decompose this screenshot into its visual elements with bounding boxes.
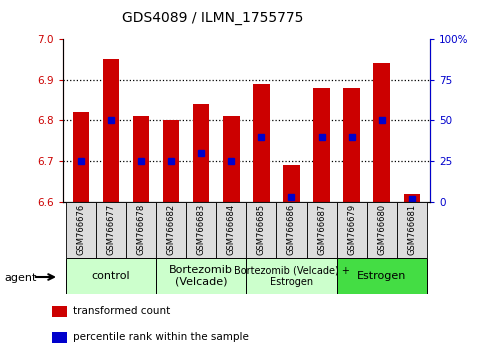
Bar [343,88,360,202]
Text: GSM766686: GSM766686 [287,204,296,255]
Bar [186,202,216,258]
Text: GDS4089 / ILMN_1755775: GDS4089 / ILMN_1755775 [122,11,303,25]
Text: GSM766682: GSM766682 [167,204,176,255]
Bar [133,116,149,202]
Bar [313,88,330,202]
Bar [66,202,96,258]
Bar [337,202,367,258]
Bar [216,202,246,258]
Text: percentile rank within the sample: percentile rank within the sample [73,332,249,342]
Bar [276,202,307,258]
Text: GSM766685: GSM766685 [257,204,266,255]
Bar [403,194,420,202]
Text: Estrogen: Estrogen [357,271,406,281]
Text: GSM766680: GSM766680 [377,204,386,255]
Text: Bortezomib (Velcade) +
Estrogen: Bortezomib (Velcade) + Estrogen [233,265,349,287]
Bar [156,258,246,294]
Text: control: control [92,271,130,281]
Text: GSM766677: GSM766677 [106,204,115,255]
Bar [163,120,179,202]
Bar [283,165,300,202]
Text: GSM766678: GSM766678 [137,204,145,255]
Bar [367,202,397,258]
Text: GSM766681: GSM766681 [407,204,416,255]
Bar [96,202,126,258]
Bar [53,306,67,317]
Bar [307,202,337,258]
Bar [246,258,337,294]
Text: GSM766679: GSM766679 [347,204,356,255]
Bar [72,112,89,202]
Text: agent: agent [5,273,37,283]
Bar [66,258,156,294]
Bar [337,258,427,294]
Bar [103,59,119,202]
Bar [397,202,427,258]
Text: GSM766684: GSM766684 [227,204,236,255]
Bar [253,84,270,202]
Text: GSM766687: GSM766687 [317,204,326,255]
Bar [193,104,210,202]
Bar [126,202,156,258]
Bar [223,116,240,202]
Text: transformed count: transformed count [73,306,170,316]
Bar [373,63,390,202]
Text: Bortezomib
(Velcade): Bortezomib (Velcade) [169,265,233,287]
Text: GSM766683: GSM766683 [197,204,206,255]
Bar [53,332,67,343]
Text: GSM766676: GSM766676 [76,204,85,255]
Bar [246,202,276,258]
Bar [156,202,186,258]
